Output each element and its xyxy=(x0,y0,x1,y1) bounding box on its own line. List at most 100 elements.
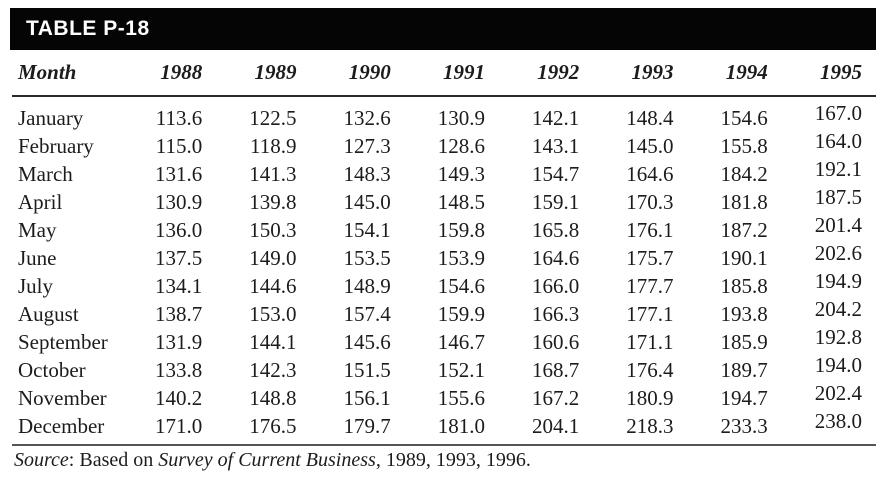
value-cell: 145.0 xyxy=(626,134,674,158)
value-cell: 138.7 xyxy=(155,302,203,326)
value-cell: 202.6 xyxy=(782,241,876,272)
value-text: 192.1 xyxy=(814,157,862,181)
month-cell: February xyxy=(18,134,94,158)
value-cell: 202.4 xyxy=(782,381,876,412)
value-cell: 145.0 xyxy=(343,190,391,214)
value-cell: 194.9 xyxy=(782,269,876,300)
column-header-year: 1990 xyxy=(310,50,405,97)
column-header-year: 1993 xyxy=(593,50,688,97)
value-cell: 166.0 xyxy=(532,274,580,298)
value-cell: 201.4 xyxy=(782,213,876,244)
month-cell: May xyxy=(18,218,57,242)
value-cell: 153.0 xyxy=(249,302,297,326)
value-cell: 176.5 xyxy=(249,414,297,438)
value-cell: 157.4 xyxy=(343,302,391,326)
value-cell: 132.6 xyxy=(343,106,391,130)
table-row: January 113.6 122.5 132.6 130.9 142.1 148.4 154… xyxy=(12,96,876,132)
table-row: March 131.6 141.3 148.3 149.3 154.7 164.6 184.2… xyxy=(12,157,876,188)
value-cell: 156.1 xyxy=(343,386,391,410)
table-row: August 138.7 153.0 157.4 159.9 166.3 177.1 193.… xyxy=(12,297,876,328)
month-cell: December xyxy=(18,414,105,438)
column-header-year: 1989 xyxy=(216,50,311,97)
value-cell: 130.9 xyxy=(437,106,485,130)
value-cell: 148.4 xyxy=(626,106,674,130)
value-cell: 148.8 xyxy=(249,386,297,410)
value-text: 194.0 xyxy=(814,353,862,377)
value-cell: 146.7 xyxy=(437,330,485,354)
table-row: May 136.0 150.3 154.1 159.8 165.8 176.1 187.2 20… xyxy=(12,213,876,244)
value-cell: 154.1 xyxy=(343,218,391,242)
value-cell: 189.7 xyxy=(720,358,768,382)
value-cell: 134.1 xyxy=(155,274,203,298)
source-text-1: : Based on xyxy=(68,449,159,471)
table-row: April 130.9 139.8 145.0 148.5 159.1 170.3 181.8… xyxy=(12,185,876,216)
header-row: Month 1988 1989 1990 1991 1992 1993 1994 1995 xyxy=(12,50,876,97)
value-cell: 194.7 xyxy=(720,386,768,410)
value-cell: 171.1 xyxy=(626,330,674,354)
value-cell: 187.2 xyxy=(720,218,768,242)
value-cell: 130.9 xyxy=(155,190,203,214)
value-cell: 185.8 xyxy=(720,274,768,298)
value-cell: 122.5 xyxy=(249,106,297,130)
value-cell: 128.6 xyxy=(437,134,485,158)
value-cell: 148.3 xyxy=(343,162,391,186)
value-text: 192.8 xyxy=(814,325,862,349)
month-cell: October xyxy=(18,358,86,382)
column-header-year: 1994 xyxy=(687,50,782,97)
monthly-data-table: Month 1988 1989 1990 1991 1992 1993 1994 1995 Ja… xyxy=(12,50,876,446)
value-cell: 153.5 xyxy=(343,246,391,270)
value-cell: 153.9 xyxy=(437,246,485,270)
source-label: Source xyxy=(14,449,69,471)
value-cell: 136.0 xyxy=(155,218,203,242)
value-cell: 113.6 xyxy=(155,106,203,130)
value-cell: 170.3 xyxy=(626,190,674,214)
table-title-bar: TABLE P-18 xyxy=(10,8,876,50)
value-cell: 193.8 xyxy=(720,302,768,326)
value-cell: 180.9 xyxy=(626,386,674,410)
value-text: 238.0 xyxy=(814,409,862,433)
value-text: 202.4 xyxy=(814,381,862,405)
value-cell: 164.0 xyxy=(782,129,876,160)
value-cell: 142.1 xyxy=(532,106,580,130)
value-cell: 218.3 xyxy=(626,414,674,438)
value-cell: 233.3 xyxy=(720,414,768,438)
value-cell: 179.7 xyxy=(343,414,391,438)
source-text-2: , 1989, 1993, 1996. xyxy=(375,449,531,471)
value-cell: 155.6 xyxy=(437,386,485,410)
table-title: TABLE P-18 xyxy=(26,17,150,40)
value-cell: 131.6 xyxy=(155,162,203,186)
value-text: 194.9 xyxy=(814,269,862,293)
month-cell: August xyxy=(18,302,79,326)
value-cell: 118.9 xyxy=(250,134,297,158)
value-cell: 176.1 xyxy=(626,218,674,242)
value-cell: 127.3 xyxy=(343,134,391,158)
value-cell: 133.8 xyxy=(155,358,203,382)
month-cell: April xyxy=(18,190,63,214)
value-text: 167.0 xyxy=(814,101,862,125)
table-row: September 131.9 144.1 145.6 146.7 160.6 171.1 1… xyxy=(12,325,876,356)
value-cell: 148.5 xyxy=(437,190,485,214)
value-cell: 184.2 xyxy=(720,162,768,186)
month-cell: July xyxy=(18,274,54,298)
value-cell: 154.6 xyxy=(720,106,768,130)
value-cell: 159.9 xyxy=(437,302,485,326)
value-cell: 164.6 xyxy=(532,246,580,270)
value-cell: 144.6 xyxy=(249,274,297,298)
value-cell: 176.4 xyxy=(626,358,674,382)
table-row: December 171.0 176.5 179.7 181.0 204.1 218.3 23… xyxy=(12,409,876,445)
source-publication: Survey of Current Business xyxy=(158,449,376,471)
table-row: July 134.1 144.6 148.9 154.6 166.0 177.7 185.8 1… xyxy=(12,269,876,300)
value-cell: 181.8 xyxy=(720,190,768,214)
value-cell: 167.0 xyxy=(782,96,876,132)
value-cell: 139.8 xyxy=(249,190,297,214)
value-cell: 177.1 xyxy=(626,302,674,326)
column-header-year: 1992 xyxy=(499,50,594,97)
value-cell: 150.3 xyxy=(249,218,297,242)
month-cell: March xyxy=(18,162,73,186)
value-cell: 166.3 xyxy=(532,302,580,326)
month-cell: September xyxy=(18,330,108,354)
value-cell: 171.0 xyxy=(155,414,203,438)
value-cell: 204.1 xyxy=(532,414,580,438)
value-cell: 168.7 xyxy=(532,358,580,382)
